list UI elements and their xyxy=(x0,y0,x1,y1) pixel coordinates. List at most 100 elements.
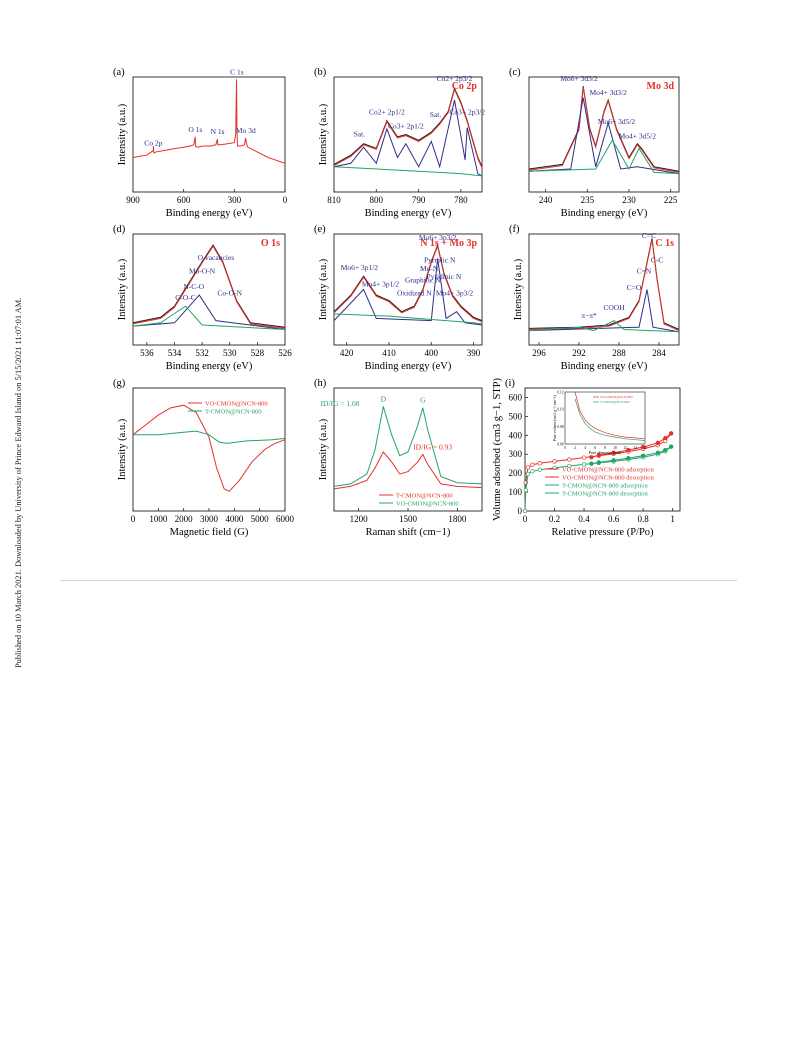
annotation-label: Mo 3d xyxy=(236,126,256,135)
y-tick-label: 400 xyxy=(509,430,523,440)
inset-x-tick-label: 10 xyxy=(613,446,617,450)
data-point xyxy=(589,461,594,466)
y-tick-label: 0 xyxy=(518,506,523,516)
legend-entry: T-CMON@NCN-800 xyxy=(205,409,262,416)
inset-x-tick-label: 16 xyxy=(643,446,647,450)
plot-frame xyxy=(524,387,681,512)
annotation-label: Mo-N xyxy=(420,264,439,273)
chart-panel-h: (h) 1200 1500 1800 Raman shift (cm−1) Intensi… xyxy=(314,378,483,538)
data-point xyxy=(530,469,535,474)
annotation-label: Pyridinic N xyxy=(427,272,462,281)
plot-frame xyxy=(528,233,680,346)
inset-x-tick-label: 4 xyxy=(584,446,586,450)
x-tick-label: 3000 xyxy=(200,514,219,524)
annotation-label: Sat. xyxy=(430,110,442,119)
x-tick-label: 225 xyxy=(664,195,678,205)
annotation-label: N-C-O xyxy=(183,282,204,291)
panel-label: (e) xyxy=(314,224,326,235)
annotation-label: Pyrrolic N xyxy=(424,255,456,264)
x-tick-label: 0.6 xyxy=(608,514,620,524)
chart-panel-a: (a) 900 600 300 0 Binding energy (eV) Intensit… xyxy=(113,67,288,219)
annotation-label: G xyxy=(420,396,426,405)
annotation-label: Mo6+ 3d5/2 xyxy=(598,117,636,126)
data-point xyxy=(525,465,531,470)
x-axis-label: Raman shift (cm−1) xyxy=(366,527,451,538)
y-tick-label: 600 xyxy=(509,392,523,402)
data-point xyxy=(552,459,557,464)
series-line-black-0 xyxy=(132,244,286,328)
annotation-label: Co3+ 2p3/2 xyxy=(449,108,485,117)
data-point xyxy=(537,467,542,472)
annotation-label: C=O xyxy=(627,283,642,292)
plot-frame xyxy=(132,233,286,346)
inset-x-axis-label: Pore diameter (nm) xyxy=(589,450,622,455)
x-tick-label: 284 xyxy=(652,348,666,358)
panel-label: (d) xyxy=(113,224,126,235)
series-line-black-0 xyxy=(528,86,680,172)
x-axis-label: Binding energy (eV) xyxy=(166,361,253,372)
inset-y-tick-label: 0.10 xyxy=(557,408,563,412)
chart-title: C 1s xyxy=(655,238,674,249)
x-tick-label: 532 xyxy=(195,348,209,358)
inset-x-tick-label: 12 xyxy=(623,446,627,450)
annotation-label: O 1s xyxy=(188,125,202,134)
inset-x-tick-label: 14 xyxy=(633,446,637,450)
x-tick-label: 235 xyxy=(581,195,595,205)
x-tick-label: 400 xyxy=(425,348,439,358)
panel-label: (i) xyxy=(505,378,515,389)
x-tick-label: 1200 xyxy=(350,514,369,524)
chart-panel-i: (i)0 0.2 0.4 0.6 0.8 10100200300400500600Rela… xyxy=(492,377,681,538)
y-tick-label: 200 xyxy=(509,468,523,478)
annotation-label: COOH xyxy=(603,303,625,312)
inset-x-tick-label: 6 xyxy=(594,446,596,450)
inset-y-axis-label: Pore volume (cm3 g−1 nm−1) xyxy=(553,394,557,441)
x-tick-label: 1800 xyxy=(448,514,467,524)
y-tick-label: 100 xyxy=(509,487,523,497)
annotation-label: ID/IG = 1.08 xyxy=(320,399,359,408)
y-tick-label: 300 xyxy=(509,449,523,459)
x-axis-label: Binding energy (eV) xyxy=(166,208,253,219)
chart-panel-d: (d) 536 534 532 530 528 526 Binding energy (eV)… xyxy=(113,224,292,372)
annotation-label: Oxidized N xyxy=(397,289,432,298)
data-point xyxy=(581,462,587,467)
data-point xyxy=(668,431,674,436)
panel-label: (f) xyxy=(509,224,520,235)
series-line-blue-2 xyxy=(333,99,483,177)
series-line-red-0 xyxy=(132,79,286,164)
inset-series-line xyxy=(574,398,646,441)
legend-entry: T-CMON@NCN-800 adsorption xyxy=(562,483,648,490)
x-tick-label: 300 xyxy=(228,195,242,205)
annotation-label: Mo6+ 3d3/2 xyxy=(560,74,598,83)
annotation-label: O vacancies xyxy=(198,253,235,262)
data-point xyxy=(523,488,528,493)
annotation-label: Co 2p xyxy=(144,139,162,148)
annotation-label: C-O-C xyxy=(175,293,195,302)
series-line-blue-2 xyxy=(528,97,680,175)
inset-x-tick-label: 2 xyxy=(574,446,576,450)
data-point xyxy=(581,455,587,460)
x-tick-label: 410 xyxy=(382,348,396,358)
data-point xyxy=(611,450,616,455)
chart-title: O 1s xyxy=(261,238,280,249)
x-tick-label: 296 xyxy=(532,348,546,358)
x-tick-label: 810 xyxy=(327,195,341,205)
plot-frame xyxy=(333,76,483,193)
annotation-label: Co2+ 2p3/2 xyxy=(437,74,473,83)
x-tick-label: 230 xyxy=(622,195,636,205)
series-line-vo-cmon-ncn-800 xyxy=(333,406,483,487)
data-point xyxy=(668,444,674,449)
x-tick-label: 534 xyxy=(168,348,182,358)
plot-frame xyxy=(333,233,483,346)
x-tick-label: 390 xyxy=(467,348,481,358)
x-tick-label: 0.4 xyxy=(578,514,590,524)
x-tick-label: 292 xyxy=(572,348,586,358)
annotation-label: D xyxy=(381,394,387,403)
x-axis-label: Binding energy (eV) xyxy=(561,361,648,372)
data-point xyxy=(567,463,572,469)
x-tick-label: 536 xyxy=(140,348,154,358)
series-line-t-cmon-ncn-800 xyxy=(133,430,286,444)
series-line-vo-cmon-ncn-800 xyxy=(132,404,286,492)
x-tick-label: 528 xyxy=(251,348,265,358)
inset-chart: 0 2 4 6 8 10 12 14 16 0.06 0.08 0.10 0.12 Pore diamet… xyxy=(553,390,647,455)
y-axis-label: Intensity (a.u.) xyxy=(318,103,329,165)
